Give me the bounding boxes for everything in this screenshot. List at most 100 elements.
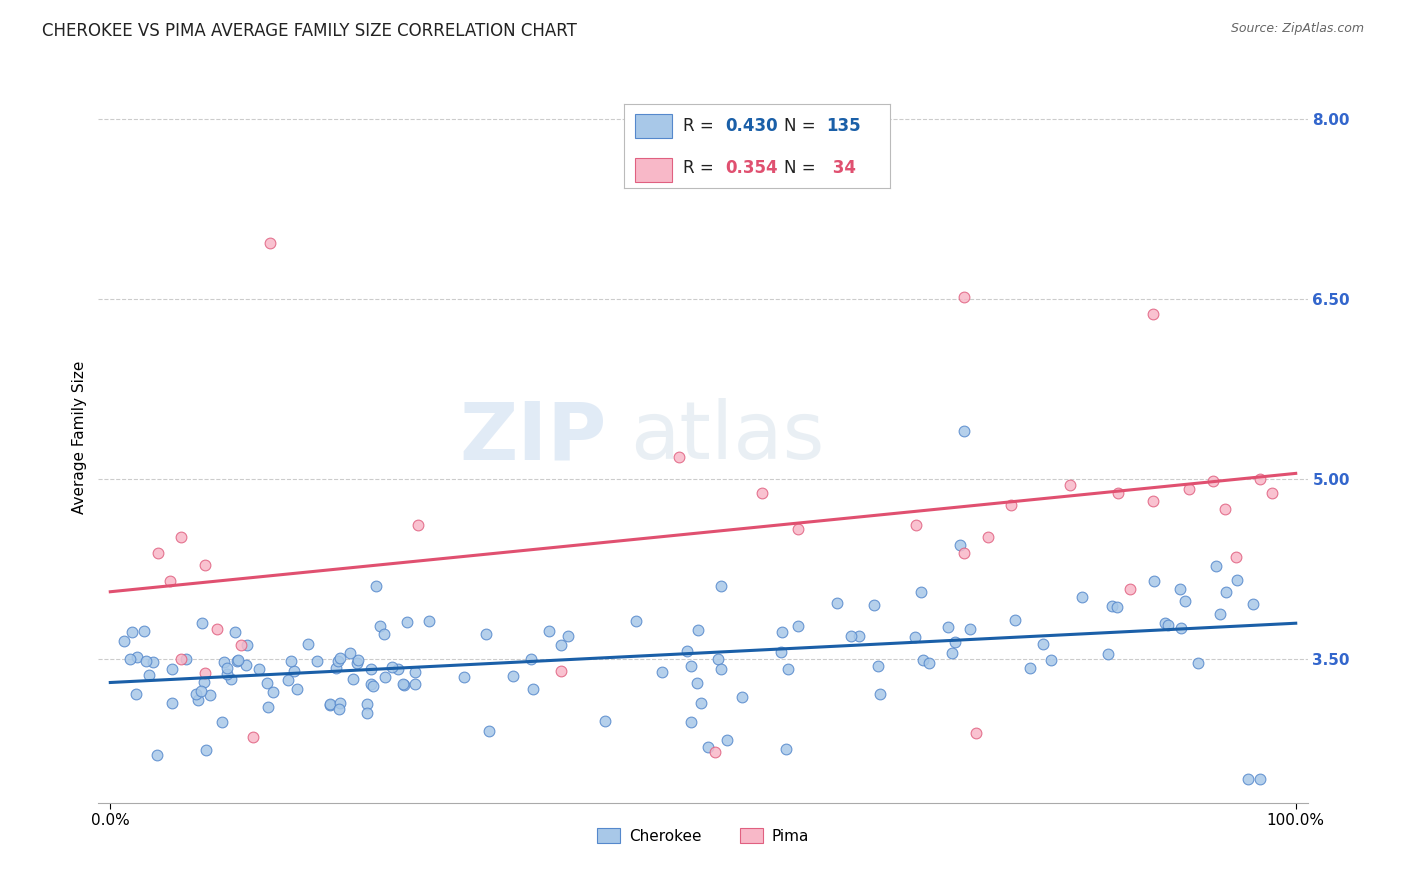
Point	[952, 290, 974, 304]
Point	[215, 667, 238, 681]
Point	[668, 450, 690, 465]
Point	[225, 654, 247, 668]
Point	[404, 677, 426, 691]
Point	[910, 585, 932, 599]
Point	[751, 486, 773, 500]
Point	[160, 696, 183, 710]
Point	[1142, 493, 1164, 508]
Point	[1097, 648, 1119, 662]
Point	[1040, 653, 1063, 667]
Point	[1071, 591, 1094, 605]
Point	[408, 517, 430, 532]
Point	[868, 658, 890, 673]
Point	[557, 629, 579, 643]
Point	[502, 669, 524, 683]
Point	[285, 681, 308, 696]
Point	[1170, 621, 1192, 635]
Point	[710, 661, 733, 675]
Y-axis label: Average Family Size: Average Family Size	[72, 360, 87, 514]
Point	[360, 677, 382, 691]
Point	[1142, 307, 1164, 321]
Point	[1157, 618, 1180, 632]
Point	[194, 743, 217, 757]
Point	[145, 747, 167, 762]
Point	[848, 629, 870, 643]
Point	[305, 654, 328, 668]
Point	[395, 615, 418, 629]
Point	[474, 627, 496, 641]
Point	[707, 651, 730, 665]
Point	[132, 624, 155, 638]
Point	[478, 724, 501, 739]
Point	[257, 700, 280, 714]
Point	[217, 661, 239, 675]
Point	[905, 517, 928, 532]
Text: Source: ZipAtlas.com: Source: ZipAtlas.com	[1230, 22, 1364, 36]
Point	[190, 683, 212, 698]
Point	[229, 638, 252, 652]
Point	[1249, 472, 1271, 486]
Point	[1226, 573, 1249, 587]
Point	[834, 130, 856, 145]
Point	[1241, 597, 1264, 611]
Point	[283, 664, 305, 678]
Point	[211, 714, 233, 729]
Point	[1019, 661, 1042, 675]
Point	[193, 675, 215, 690]
Point	[1059, 478, 1081, 492]
Point	[1174, 594, 1197, 608]
Point	[366, 579, 388, 593]
Point	[550, 664, 572, 678]
Point	[703, 746, 725, 760]
Point	[319, 697, 342, 711]
Point	[911, 653, 934, 667]
Point	[160, 662, 183, 676]
Point	[112, 633, 135, 648]
Point	[235, 658, 257, 673]
Point	[770, 645, 793, 659]
Point	[356, 698, 378, 712]
Point	[690, 696, 713, 710]
Point	[120, 651, 142, 665]
Point	[259, 235, 281, 250]
Point	[214, 655, 236, 669]
Point	[121, 624, 143, 639]
Point	[142, 655, 165, 669]
Point	[328, 654, 350, 668]
Point	[1107, 599, 1129, 614]
Point	[329, 651, 352, 665]
Point	[943, 634, 966, 648]
Point	[125, 687, 148, 701]
Point	[1213, 502, 1236, 516]
Point	[786, 523, 808, 537]
Point	[342, 673, 364, 687]
Point	[138, 668, 160, 682]
Point	[404, 665, 426, 680]
Point	[277, 673, 299, 687]
Point	[710, 579, 733, 593]
Point	[1205, 558, 1227, 573]
Point	[1107, 486, 1129, 500]
Point	[325, 661, 347, 675]
Point	[952, 424, 974, 438]
Point	[125, 650, 148, 665]
Point	[941, 647, 963, 661]
Point	[1187, 656, 1209, 670]
Point	[1215, 585, 1237, 599]
Point	[373, 627, 395, 641]
Point	[328, 702, 350, 716]
Point	[550, 639, 572, 653]
Point	[135, 654, 157, 668]
Point	[346, 657, 368, 671]
Point	[356, 706, 378, 720]
Text: CHEROKEE VS PIMA AVERAGE FAMILY SIZE CORRELATION CHART: CHEROKEE VS PIMA AVERAGE FAMILY SIZE COR…	[42, 22, 576, 40]
Point	[381, 659, 404, 673]
Point	[675, 644, 697, 658]
Point	[775, 742, 797, 756]
Point	[1225, 549, 1247, 564]
Point	[200, 688, 222, 702]
Point	[965, 726, 987, 740]
Point	[205, 622, 228, 636]
Point	[686, 624, 709, 638]
Point	[363, 679, 385, 693]
